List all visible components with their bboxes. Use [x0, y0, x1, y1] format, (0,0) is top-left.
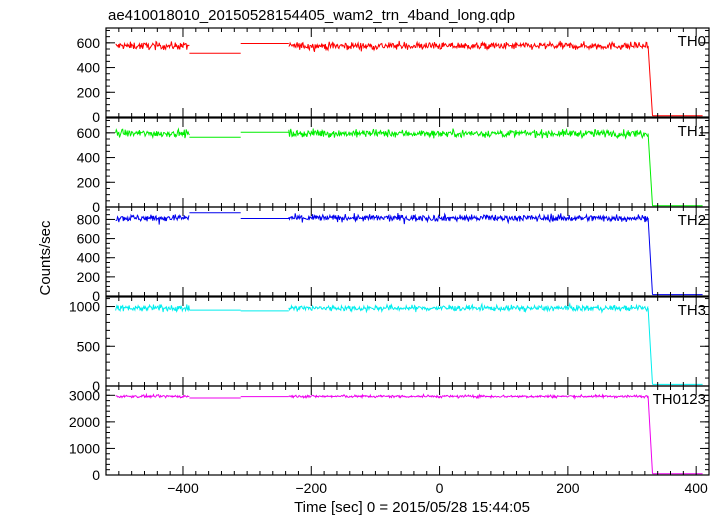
y-tick-label: 200 [77, 174, 101, 190]
series-line-th3 [115, 302, 703, 385]
panel-label: TH1 [678, 123, 706, 140]
y-tick-label: 600 [77, 35, 101, 51]
panel-frame [105, 27, 710, 118]
x-tick-label: 400 [684, 480, 708, 496]
y-tick-label: 400 [77, 60, 101, 76]
x-tick-label: −400 [167, 480, 199, 496]
y-tick-label: 800 [77, 211, 101, 227]
panel-th2: 0 200 400 600 800 TH2 [77, 206, 710, 304]
y-tick-label: 1000 [69, 299, 100, 315]
y-tick-label: 400 [77, 150, 101, 166]
x-tick-label: 0 [436, 480, 444, 496]
x-axis-label: Time [sec] 0 = 2015/05/28 15:44:05 [294, 499, 530, 516]
panel-th1: 0 200 400 600 TH1 [77, 117, 710, 215]
y-tick-label: 0 [92, 378, 100, 394]
series-line-th1 [115, 127, 703, 207]
y-tick-label: 500 [77, 338, 101, 354]
y-tick-label: 0 [92, 109, 100, 125]
panel-frame [105, 117, 710, 208]
panel-frame [105, 206, 710, 297]
panel-th0: 0 200 400 600 TH0 [77, 27, 710, 125]
y-tick-label: 0 [92, 199, 100, 215]
panel-label: TH3 [678, 302, 706, 319]
series-line-th0 [115, 40, 703, 117]
chart-title: ae410018010_20150528154405_wam2_trn_4ban… [108, 7, 515, 24]
x-tick-label: −200 [296, 480, 328, 496]
y-tick-label: 1000 [69, 440, 100, 456]
y-axis-label: Counts/sec [37, 220, 54, 296]
y-tick-label: 0 [92, 288, 100, 304]
panel-label: TH0123 [653, 391, 706, 408]
x-tick-label: 200 [556, 480, 580, 496]
panel-th3: 0 500 1000 TH3 [69, 296, 710, 394]
panel-label: TH0 [678, 33, 706, 50]
chart-panels: 0 200 400 600 TH0 0 200 400 600 TH1 0 200 400 600 800 T… [69, 27, 710, 496]
y-tick-label: 2000 [69, 414, 100, 430]
y-tick-label: 200 [77, 84, 101, 100]
series-line-th2 [115, 212, 703, 296]
y-tick-label: 600 [77, 125, 101, 141]
y-tick-label: 0 [92, 467, 100, 483]
panel-frame [105, 385, 710, 476]
y-tick-label: 400 [77, 250, 101, 266]
y-tick-label: 3000 [69, 387, 100, 403]
y-tick-label: 600 [77, 231, 101, 247]
series-line-th0123 [115, 392, 703, 475]
panel-th0123: 0 1000 2000 3000 TH0123 [69, 385, 710, 483]
panel-label: TH2 [678, 212, 706, 229]
y-tick-label: 200 [77, 269, 101, 285]
